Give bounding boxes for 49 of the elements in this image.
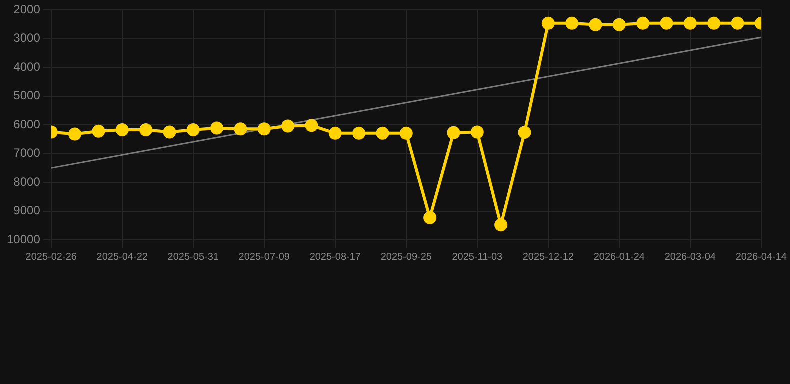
point bbox=[116, 123, 129, 136]
y-tick-label: 8000 bbox=[14, 174, 41, 189]
point bbox=[542, 16, 555, 30]
point bbox=[210, 122, 224, 135]
x-tick-label: 2026-03-04 bbox=[664, 252, 716, 263]
point bbox=[447, 126, 460, 140]
point bbox=[234, 122, 248, 136]
point bbox=[684, 16, 697, 30]
x-tick-label: 2025-05-31 bbox=[168, 252, 220, 263]
point bbox=[92, 124, 106, 138]
point bbox=[376, 126, 390, 140]
point bbox=[566, 16, 579, 30]
y-tick-label: 10000 bbox=[6, 232, 41, 246]
point bbox=[400, 126, 413, 140]
point bbox=[282, 120, 295, 133]
x-tick-label: 2025-12-12 bbox=[522, 252, 574, 263]
point bbox=[186, 123, 200, 136]
point bbox=[424, 211, 437, 224]
x-tick-label: 2025-11-03 bbox=[452, 252, 504, 263]
x-tick-label: 2025-07-09 bbox=[238, 252, 290, 263]
point bbox=[708, 16, 721, 30]
y-tick-label: 3000 bbox=[14, 31, 41, 46]
point bbox=[636, 16, 650, 30]
x-tick-label: 2025-09-25 bbox=[380, 252, 432, 263]
y-tick-label: 5000 bbox=[14, 88, 41, 103]
y-tick-label: 4000 bbox=[14, 60, 41, 74]
point bbox=[305, 119, 318, 132]
point bbox=[494, 218, 508, 232]
point bbox=[328, 126, 342, 140]
point bbox=[140, 123, 153, 136]
point bbox=[589, 18, 602, 32]
x-tick-label: 2025-04-22 bbox=[96, 252, 148, 263]
point bbox=[258, 122, 271, 136]
point bbox=[612, 18, 626, 32]
point bbox=[660, 16, 674, 30]
point bbox=[352, 126, 366, 140]
point bbox=[163, 126, 176, 139]
point bbox=[518, 126, 532, 140]
x-tick-label: 2025-08-17 bbox=[310, 252, 362, 263]
x-tick-label: 2025-02-26 bbox=[26, 252, 78, 263]
x-tick-label: 2026-04-14 bbox=[736, 252, 788, 263]
point bbox=[470, 126, 484, 139]
y-tick-label: 9000 bbox=[14, 204, 41, 218]
y-tick-label: 2000 bbox=[14, 2, 41, 17]
y-tick-label: 6000 bbox=[14, 117, 41, 132]
x-tick-label: 2026-01-24 bbox=[594, 252, 646, 263]
point bbox=[68, 128, 82, 141]
y-tick-label: 7000 bbox=[14, 146, 41, 160]
point bbox=[731, 16, 744, 30]
